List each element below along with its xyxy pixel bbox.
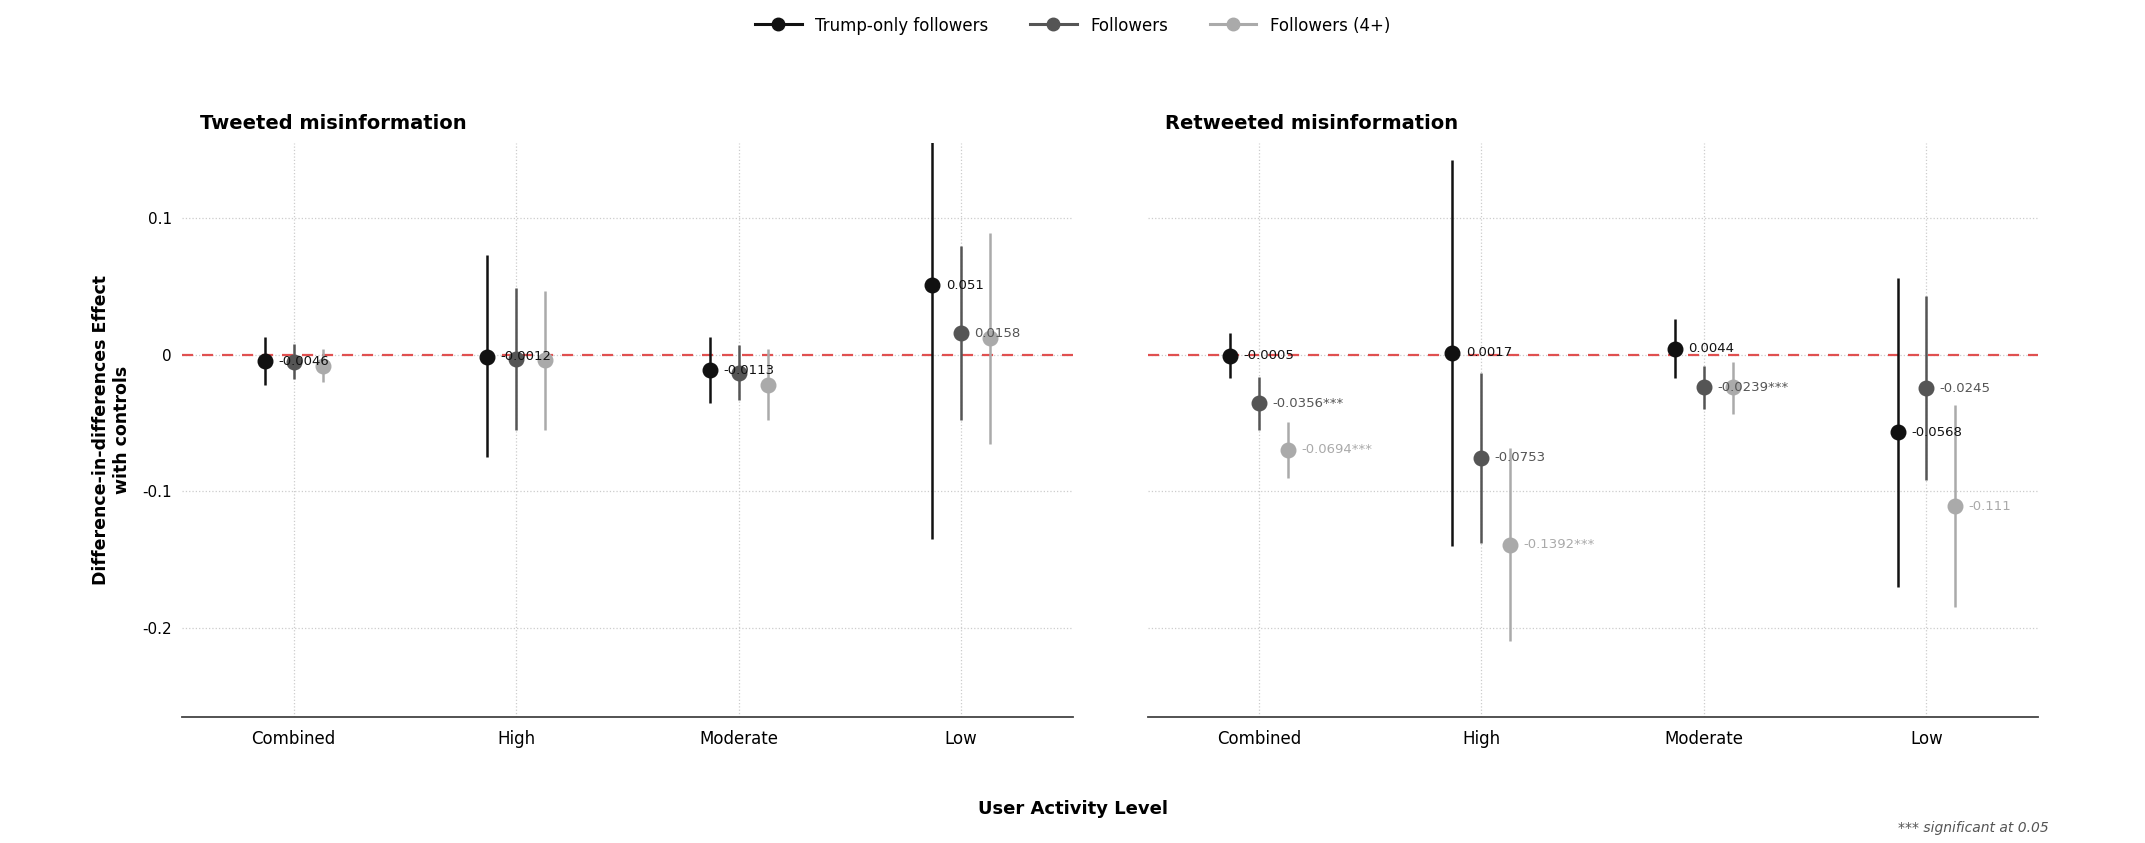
Text: 0.0044: 0.0044 bbox=[1688, 342, 1735, 356]
Text: -0.0694***: -0.0694*** bbox=[1302, 443, 1373, 456]
Point bbox=[305, 359, 339, 373]
Point bbox=[1658, 342, 1692, 356]
Point bbox=[721, 366, 755, 379]
Point bbox=[751, 379, 785, 392]
Point bbox=[1493, 538, 1527, 551]
Text: -0.0046: -0.0046 bbox=[279, 355, 328, 368]
Text: -0.0568: -0.0568 bbox=[1911, 426, 1963, 439]
Point bbox=[1270, 443, 1304, 456]
Point bbox=[1686, 381, 1720, 395]
Point bbox=[1939, 500, 1973, 513]
Text: 0.0017: 0.0017 bbox=[1465, 346, 1512, 359]
Text: -0.1392***: -0.1392*** bbox=[1523, 539, 1596, 551]
Point bbox=[916, 278, 950, 292]
Point bbox=[693, 363, 727, 377]
Text: Retweeted misinformation: Retweeted misinformation bbox=[1165, 115, 1459, 133]
Text: *** significant at 0.05: *** significant at 0.05 bbox=[1898, 820, 2048, 835]
Legend: Trump-only followers, Followers, Followers (4+): Trump-only followers, Followers, Followe… bbox=[746, 8, 1399, 43]
Text: -0.0753: -0.0753 bbox=[1495, 451, 1547, 464]
Point bbox=[1909, 382, 1943, 395]
Text: -0.0239***: -0.0239*** bbox=[1718, 381, 1789, 394]
Text: -0.0245: -0.0245 bbox=[1939, 382, 1991, 395]
Point bbox=[1881, 426, 1915, 439]
Text: User Activity Level: User Activity Level bbox=[978, 800, 1167, 819]
Point bbox=[1242, 397, 1276, 411]
Point bbox=[974, 332, 1008, 346]
Y-axis label: Difference-in-differences Effect
with controls: Difference-in-differences Effect with co… bbox=[92, 275, 131, 585]
Point bbox=[247, 354, 281, 368]
Text: -0.0356***: -0.0356*** bbox=[1272, 397, 1343, 410]
Point bbox=[1465, 451, 1499, 464]
Text: -0.0113: -0.0113 bbox=[723, 364, 774, 377]
Point bbox=[944, 326, 978, 340]
Point bbox=[470, 350, 504, 363]
Point bbox=[500, 352, 534, 366]
Point bbox=[1212, 349, 1246, 362]
Text: -0.111: -0.111 bbox=[1969, 500, 2012, 513]
Text: -0.0005: -0.0005 bbox=[1244, 349, 1293, 362]
Text: 0.051: 0.051 bbox=[946, 279, 985, 292]
Point bbox=[1435, 346, 1469, 359]
Point bbox=[528, 353, 562, 367]
Text: 0.0158: 0.0158 bbox=[974, 326, 1021, 340]
Text: -0.0012: -0.0012 bbox=[500, 350, 551, 363]
Text: Tweeted misinformation: Tweeted misinformation bbox=[199, 115, 468, 133]
Point bbox=[277, 355, 311, 368]
Point bbox=[1716, 381, 1750, 395]
